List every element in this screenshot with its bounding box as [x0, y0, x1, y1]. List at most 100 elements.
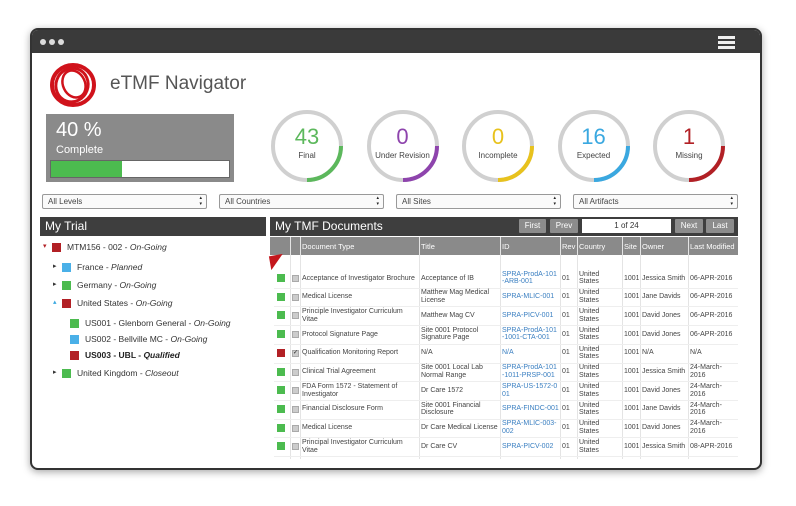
menu-icon[interactable] [718, 36, 735, 39]
table-cell: Jessica Smith [642, 442, 686, 450]
column-header[interactable]: Document Type [302, 241, 355, 251]
app-title: eTMF Navigator [110, 73, 247, 94]
cursor [268, 253, 286, 271]
table-cell: N/A [421, 349, 433, 357]
column-header[interactable]: Title [421, 241, 435, 251]
window-dot [58, 39, 64, 45]
tree-toggle[interactable]: ▸ [53, 369, 57, 376]
table-cell[interactable]: SPRA-PICV-001 [502, 311, 554, 319]
stat-value: 1 [682, 124, 696, 149]
row-checkbox[interactable] [292, 405, 299, 413]
table-cell: Acceptance of Investigator Brochure [302, 274, 415, 282]
logo [50, 63, 96, 107]
status-square [62, 369, 71, 378]
progress-value: 40 % [56, 119, 102, 141]
table-cell: Jessica Smith [642, 368, 686, 376]
pager-button[interactable]: First [519, 219, 546, 233]
row-checkbox[interactable] [292, 293, 299, 301]
column-divider [622, 237, 623, 459]
row-checkbox[interactable] [292, 275, 299, 282]
row-checkbox[interactable] [292, 424, 299, 432]
table-cell[interactable]: SPRA-FINDC-001 [502, 405, 559, 413]
table-cell: United States [579, 401, 600, 417]
column-header[interactable]: ID [502, 241, 510, 251]
gauge-arc [497, 145, 534, 182]
tree-item[interactable]: United Kingdom - Closeout [77, 368, 179, 378]
table-cell: 1001 [624, 424, 639, 432]
pager-button[interactable]: Next [675, 219, 703, 233]
table-cell[interactable]: SPRA-MLIC-003-002 [502, 420, 557, 435]
table-cell: 24-March-2016 [690, 382, 722, 398]
table-cell: Dr Care Medical License [421, 424, 498, 432]
table-cell: N/A [642, 349, 654, 357]
filter-dropdown[interactable]: All Levels [42, 194, 207, 209]
stat-gauge[interactable] [267, 106, 347, 186]
tree-item[interactable]: United States - On-Going [77, 298, 172, 308]
table-cell: 1001 [624, 311, 639, 319]
tree-toggle[interactable]: ▾ [43, 243, 47, 250]
stat-gauge[interactable] [363, 106, 443, 186]
tree-item[interactable]: France - Planned [77, 262, 142, 272]
stat-value: 43 [294, 124, 320, 149]
table-cell: United States [579, 289, 600, 305]
tree-toggle[interactable]: ▸ [53, 281, 57, 288]
tree-item[interactable]: Germany - On-Going [77, 280, 156, 290]
tree-item[interactable]: US003 - UBL - Qualified [85, 350, 180, 360]
status-square [277, 348, 285, 357]
table-cell: N/A [690, 349, 702, 357]
column-header[interactable]: Rev [562, 241, 576, 251]
row-checkbox[interactable] [292, 387, 299, 395]
row-checkbox[interactable] [292, 443, 299, 451]
column-header[interactable]: Owner [642, 241, 665, 251]
menu-icon[interactable] [718, 46, 735, 49]
column-divider [640, 237, 641, 459]
table-cell[interactable]: SPRA-ProdA-101-1011-PRSP-001 [502, 364, 557, 379]
table-cell[interactable]: SPRA-MLIC-001 [502, 293, 555, 301]
tree-item[interactable]: US002 - Bellville MC - On-Going [85, 334, 207, 344]
table-cell[interactable]: N/A [502, 349, 514, 357]
status-square [62, 299, 71, 308]
table-cell: 01 [562, 424, 570, 432]
item-status: Planned [111, 262, 143, 272]
item-status: Qualified [143, 350, 180, 360]
row-checkbox[interactable] [292, 312, 299, 320]
column-divider [290, 237, 291, 459]
stat-gauge[interactable] [649, 106, 729, 186]
table-cell[interactable]: SPRA-ProdA-101-ARB-001 [502, 270, 557, 286]
table-cell: 01 [562, 386, 570, 394]
tree-item[interactable]: US001 - Glenborn General - On-Going [85, 318, 231, 328]
menu-icon[interactable] [718, 41, 735, 44]
table-cell: David Jones [642, 424, 681, 432]
pager-button[interactable]: Last [706, 219, 734, 233]
tree-toggle[interactable]: ▸ [53, 263, 57, 270]
column-header[interactable]: Site [624, 241, 637, 251]
row-checkbox[interactable] [292, 368, 299, 376]
item-label: US003 - UBL - [85, 350, 142, 360]
stat-label: Expected [576, 151, 611, 160]
tree-toggle[interactable]: ▴ [53, 299, 57, 306]
row-divider [274, 437, 738, 439]
table-cell: United States [579, 326, 600, 342]
table-cell[interactable]: SPRA-ProdA-101-1001-CTA-001 [502, 326, 557, 342]
table-cell[interactable]: SPRA-US-1572-001 [502, 382, 558, 398]
tree-item[interactable]: MTM156 - 002 - On-Going [67, 242, 167, 252]
column-header[interactable]: Country [579, 241, 606, 251]
page-input[interactable]: 1 of 24 [582, 219, 671, 233]
status-square [277, 423, 285, 432]
table-cell: Jessica Smith [642, 274, 686, 282]
filter-dropdown[interactable]: All Sites [396, 194, 561, 209]
row-checkbox[interactable]: ✓ [292, 349, 299, 357]
item-label: United States - [77, 298, 134, 308]
table-cell: FDA Form 1572 - Statement of Investigato… [302, 382, 398, 398]
row-checkbox[interactable] [292, 331, 299, 339]
filter-dropdown[interactable]: All Countries [219, 194, 384, 209]
item-status: On-Going [129, 242, 167, 252]
pager-button[interactable]: Prev [550, 219, 578, 233]
stat-gauge[interactable] [458, 106, 538, 186]
column-header[interactable]: Last Modified [690, 241, 735, 251]
stat-gauge[interactable] [554, 106, 634, 186]
row-divider [274, 456, 738, 457]
filter-dropdown[interactable]: All Artifacts [573, 194, 738, 209]
table-cell[interactable]: SPRA-PICV-002 [502, 442, 554, 450]
table-cell: 01 [562, 349, 570, 357]
